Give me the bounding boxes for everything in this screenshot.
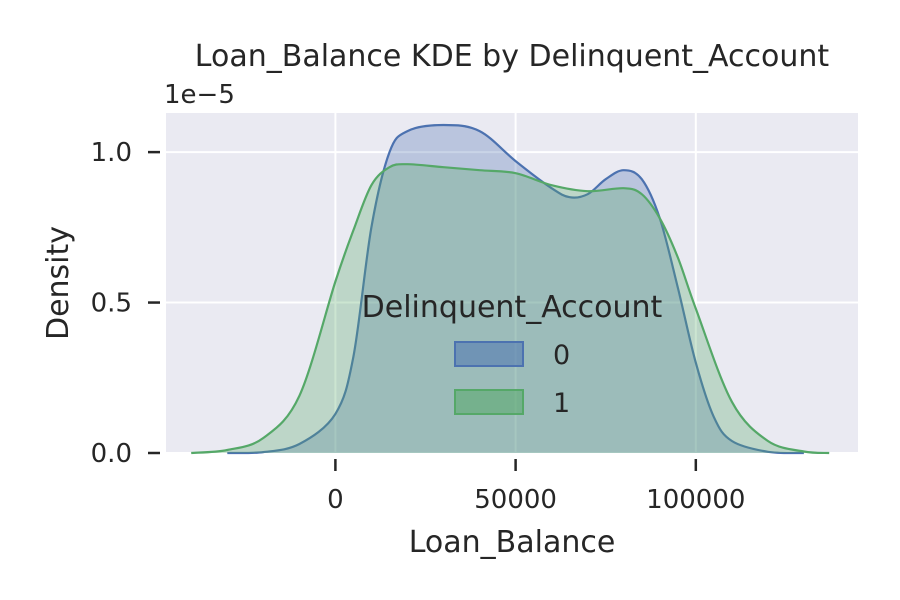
- x-tick-label: 0: [327, 485, 344, 515]
- density-area-0: [227, 125, 804, 454]
- y-tick-label: 1.0: [91, 138, 132, 168]
- y-axis-label: Density: [41, 226, 76, 340]
- legend-title: Delinquent_Account: [362, 290, 663, 325]
- x-tick-label: 50000: [474, 485, 557, 515]
- y-offset-label: 1e−5: [164, 80, 235, 110]
- axis-ticks: 0 50000 100000 0.0 0.5 1.0: [91, 138, 746, 515]
- density-line-0: [227, 123, 804, 455]
- density-line-1: [191, 163, 830, 455]
- legend-swatch-0: [454, 341, 524, 367]
- chart-title: Loan_Balance KDE by Delinquent_Account: [195, 39, 830, 74]
- density-area-1: [191, 164, 830, 454]
- x-axis-label: Loan_Balance: [409, 525, 616, 560]
- legend-label-0: 0: [553, 340, 570, 371]
- grid: [166, 113, 858, 454]
- x-tick-label: 100000: [646, 485, 745, 515]
- legend: Delinquent_Account 0 1: [362, 290, 663, 419]
- legend-label-1: 1: [553, 388, 570, 419]
- y-tick-label: 0.0: [91, 439, 132, 469]
- legend-swatch-1: [454, 389, 524, 415]
- density-areas: [191, 123, 830, 455]
- y-tick-label: 0.5: [91, 289, 132, 319]
